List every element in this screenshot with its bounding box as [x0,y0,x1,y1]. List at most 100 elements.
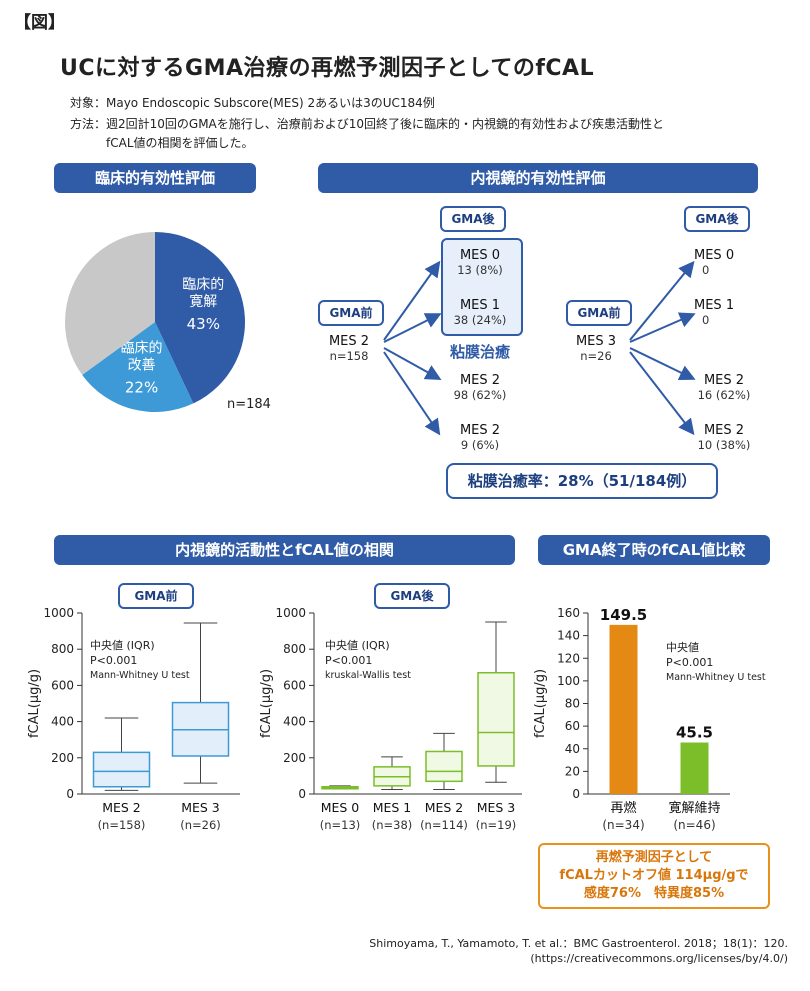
bar-ytick-label-60: 60 [565,719,580,733]
box-after-count-1: (n=13) [320,818,361,832]
box-before-ytick-label-600: 600 [51,678,74,692]
page-title: UCに対するGMA治療の再燃予測因子としてのfCAL [60,56,595,81]
box-before-count-1: (n=158) [98,818,146,832]
stats-after: 中央値 (IQR) P<0.001 kruskal-Wallis test [325,638,411,683]
box-after-xlabel-1: MES 0 [321,800,360,815]
right-target-1-mes: MES 0 [694,248,735,263]
right-target-2-mes: MES 1 [694,298,735,313]
box-before-xlabel-1: MES 2 [102,800,141,815]
tag-boxplot-after: GMA後 [374,583,450,609]
box-after-count-4: (n=19) [476,818,517,832]
pie-label-1-line-1: 臨床的 [182,277,224,293]
left-target-2: MES 1 38 (24%) [441,298,519,328]
box-before-ylabel: fCAL(μg/g) [27,669,42,738]
box-before-count-2: (n=26) [180,818,221,832]
right-target-1: MES 0 0 [694,248,754,278]
arrow-right-1 [629,260,695,341]
banner-endoscopic: 内視鏡的有効性評価 [318,163,758,193]
bar-ylabel: fCAL(μg/g) [533,669,548,738]
left-target-4: MES 2 9 (6%) [441,423,519,453]
box-before-ytick-label-0: 0 [66,787,74,801]
bar-ytick-label-160: 160 [557,606,580,620]
arrow-left-2 [383,313,442,343]
tag-gma-after-left: GMA後 [440,206,506,232]
left-target-2-mes: MES 1 [459,298,501,313]
right-source: MES 3 n=26 [563,334,629,364]
cutoff-note: 再燃予測因子として fCALカットオフ値 114μg/gで 感度76% 特異度8… [538,843,770,909]
right-target-3: MES 2 16 (62%) [690,373,758,403]
box-after-xlabel-3: MES 2 [425,800,464,815]
stats-bar: 中央値 P<0.001 Mann-Whitney U test [666,640,766,685]
bar-1 [609,624,638,794]
box-after-ytick-label-600: 600 [283,678,306,692]
right-source-n: n=26 [580,349,612,363]
stats-after-test: kruskal-Wallis test [325,670,411,681]
left-target-1-n: 13 (8%) [457,263,503,277]
stats-after-median: 中央値 (IQR) [325,639,390,652]
box-before-box-2 [171,622,230,784]
pie-slice-3 [65,232,155,375]
arrow-right-4 [629,351,695,436]
bar-2 [680,742,709,794]
bar-value-label-1: 149.5 [600,606,647,624]
citation: Shimoyama, T., Yamamoto, T. et al.：BMC G… [369,936,788,966]
banner-clinical: 臨床的有効性評価 [54,163,256,193]
bar-count-2: (n=46) [673,818,715,832]
stats-before-median: 中央値 (IQR) [90,639,155,652]
right-target-2-n: 0 [702,313,710,327]
right-target-3-n: 16 (62%) [697,388,751,402]
cutoff-note-line-2: fCALカットオフ値 114μg/gで [559,868,749,883]
right-source-mes: MES 3 [575,334,617,349]
left-source-mes: MES 2 [328,334,370,349]
boxplot-after: 0 200 400 600 800 1000 fCAL(μg/g) MES 0 (n=13) ME… [259,606,522,832]
box-after-ytick-label-800: 800 [283,642,306,656]
left-target-3-mes: MES 2 [459,373,501,388]
pie-n-note: n=184 [227,397,271,412]
bar-xlabel-1: 再燃 [610,800,636,816]
method-line-2: fCAL値の相関を評価した。 [106,136,254,150]
bar-value-label-2: 45.5 [676,724,713,742]
subject-line: 対象：Mayo Endoscopic Subscore(MES) 2あるいは3の… [70,96,435,110]
pie-value-1: 43% [187,315,220,333]
bar-ytick-label-100: 100 [557,674,580,688]
mucosal-healing-box [441,238,523,336]
stats-before-test: Mann-Whitney U test [90,670,190,681]
citation-line-1: Shimoyama, T., Yamamoto, T. et al.：BMC G… [369,937,788,950]
bar-ytick-label-140: 140 [557,629,580,643]
box-after-ylabel: fCAL(μg/g) [259,669,274,738]
left-source: MES 2 n=158 [316,334,382,364]
arrow-left-4 [383,351,441,436]
left-target-1: MES 0 13 (8%) [441,248,519,278]
cutoff-note-line-1: 再燃予測因子として [595,850,713,865]
left-target-1-mes: MES 0 [459,248,501,263]
pie-value-2: 22% [125,378,158,396]
flow-arrows [383,260,696,436]
pie-label-2-line-1: 臨床的 [121,340,163,356]
stats-before-p: P<0.001 [90,654,138,667]
right-target-3-mes: MES 2 [703,373,745,388]
tag-boxplot-before: GMA前 [118,583,194,609]
bar-ytick-label-120: 120 [557,651,580,665]
tag-gma-before-right: GMA前 [566,300,632,326]
stats-before: 中央値 (IQR) P<0.001 Mann-Whitney U test [90,638,190,683]
stats-bar-p: P<0.001 [666,656,714,669]
arrow-right-2 [629,312,696,343]
box-after-box-3 [425,732,463,790]
arrow-left-3 [383,347,442,380]
arrow-right-3 [629,347,696,380]
box-before-ytick-label-200: 200 [51,751,74,765]
tag-gma-before-left: GMA前 [318,300,384,326]
box-before-iqr-1 [92,751,151,788]
box-before-box-1 [92,717,151,791]
method-line-1: 方法：週2回計10回のGMAを施行し、治療前および10回終了後に臨床的・内視鏡的… [70,117,665,131]
right-target-4-n: 10 (38%) [697,438,751,452]
box-after-xlabel-2: MES 1 [373,800,412,815]
box-after-box-2 [373,756,411,790]
box-after-ytick-label-1000: 1000 [275,606,306,620]
stats-after-p: P<0.001 [325,654,373,667]
boxplot-before: 0 200 400 600 800 1000 fCAL(μg/g) MES 2 (n=158) M… [27,606,240,832]
left-target-4-n: 9 (6%) [460,438,500,452]
citation-line-2: (https://creativecommons.org/licenses/by… [530,952,788,965]
box-after-count-2: (n=38) [372,818,413,832]
box-before-ytick-label-400: 400 [51,715,74,729]
